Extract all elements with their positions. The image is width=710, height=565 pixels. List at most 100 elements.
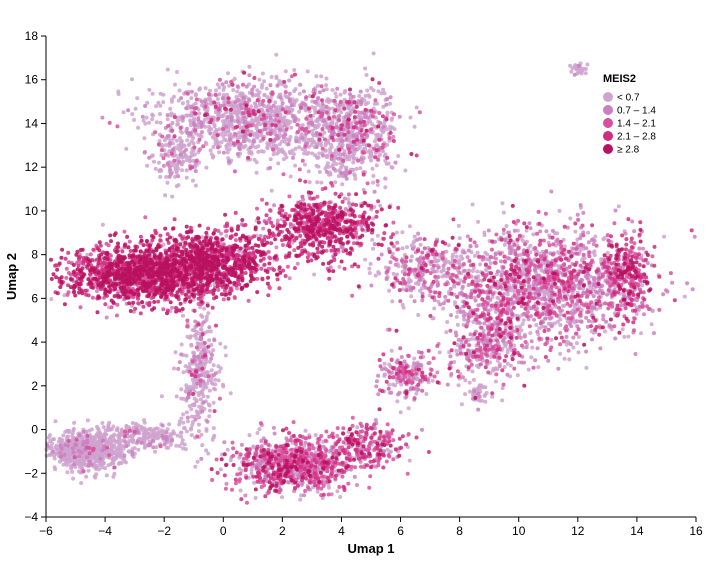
- cell-point: [473, 298, 478, 303]
- cell-point: [433, 259, 438, 264]
- cell-point: [387, 288, 392, 293]
- cell-point: [153, 449, 158, 454]
- cell-point: [557, 208, 562, 213]
- cell-point: [131, 438, 136, 443]
- cell-point: [320, 101, 325, 106]
- cell-point: [230, 115, 234, 120]
- cell-point: [175, 138, 179, 143]
- cell-point: [483, 250, 488, 255]
- cell-point: [407, 458, 412, 463]
- cell-point: [524, 345, 529, 350]
- cell-point: [475, 269, 480, 274]
- cell-point: [165, 117, 170, 122]
- cell-point: [324, 169, 329, 174]
- cell-point: [53, 445, 58, 450]
- cell-point: [227, 147, 232, 152]
- cell-point: [424, 392, 429, 396]
- cell-point: [80, 436, 85, 441]
- cell-point: [185, 138, 190, 143]
- cell-point: [85, 418, 90, 423]
- cell-point: [227, 137, 232, 142]
- cell-point: [260, 82, 265, 87]
- cell-point: [265, 108, 270, 113]
- cell-point: [206, 311, 211, 316]
- cell-point: [511, 329, 516, 334]
- cell-point: [378, 203, 383, 208]
- cell-point: [333, 180, 338, 185]
- cell-point: [470, 369, 475, 374]
- cell-point: [274, 245, 279, 250]
- cell-point: [244, 84, 249, 89]
- cell-point: [555, 237, 560, 242]
- cell-point: [365, 115, 370, 120]
- cell-point: [574, 341, 579, 346]
- cell-point: [84, 474, 89, 479]
- cell-point: [319, 74, 324, 79]
- cell-point: [374, 163, 379, 168]
- cell-point: [199, 390, 204, 395]
- cell-point: [476, 219, 480, 224]
- cell-point: [468, 389, 472, 394]
- cell-point: [339, 245, 344, 250]
- cell-point: [376, 154, 381, 159]
- cell-point: [153, 166, 158, 171]
- cell-point: [214, 88, 218, 93]
- cell-point: [187, 142, 192, 147]
- cell-point: [170, 97, 174, 102]
- cell-point: [46, 435, 51, 440]
- cell-point: [502, 365, 507, 369]
- cell-point: [282, 115, 287, 120]
- cell-point: [182, 150, 186, 154]
- cell-point: [310, 99, 315, 104]
- cell-point: [598, 346, 603, 351]
- cell-point: [501, 231, 506, 236]
- cell-point: [500, 386, 505, 391]
- cell-point: [458, 278, 463, 283]
- cell-point: [390, 299, 395, 304]
- cell-point: [184, 383, 189, 388]
- cell-point: [290, 97, 295, 102]
- cell-point: [264, 86, 269, 91]
- cell-point: [320, 153, 325, 158]
- cell-point: [586, 319, 591, 323]
- cell-point: [260, 71, 265, 76]
- cell-point: [310, 128, 315, 133]
- cell-point: [550, 228, 555, 233]
- cell-point: [381, 87, 386, 92]
- cell-point: [274, 52, 279, 57]
- cell-point: [175, 122, 180, 127]
- cell-point: [142, 418, 147, 423]
- cell-point: [194, 336, 199, 341]
- cell-point: [324, 104, 329, 109]
- cell-point: [96, 428, 101, 432]
- cell-point: [65, 459, 70, 464]
- cell-point: [591, 250, 596, 255]
- cell-point: [181, 370, 186, 375]
- cell-point: [238, 135, 243, 140]
- cell-point: [475, 363, 479, 368]
- cell-point: [147, 87, 152, 92]
- cell-point: [313, 99, 318, 104]
- cell-point: [175, 70, 179, 74]
- cell-point: [390, 116, 395, 121]
- cell-point: [368, 119, 373, 124]
- cell-point: [287, 78, 292, 83]
- cell-point: [197, 429, 201, 434]
- cell-point: [114, 428, 119, 432]
- cell-point: [345, 143, 350, 148]
- cell-point: [211, 400, 216, 405]
- cell-point: [534, 323, 539, 327]
- cell-point: [158, 120, 163, 125]
- cell-point: [156, 160, 161, 165]
- cell-point: [408, 115, 413, 120]
- cell-point: [407, 279, 412, 284]
- cell-point: [195, 341, 200, 346]
- cell-point: [474, 275, 478, 280]
- cell-point: [207, 408, 212, 413]
- cell-point: [639, 331, 643, 336]
- cell-point: [445, 320, 450, 324]
- cell-point: [400, 302, 405, 307]
- cell-point: [276, 150, 281, 155]
- cell-point: [255, 431, 260, 435]
- cell-point: [286, 122, 291, 127]
